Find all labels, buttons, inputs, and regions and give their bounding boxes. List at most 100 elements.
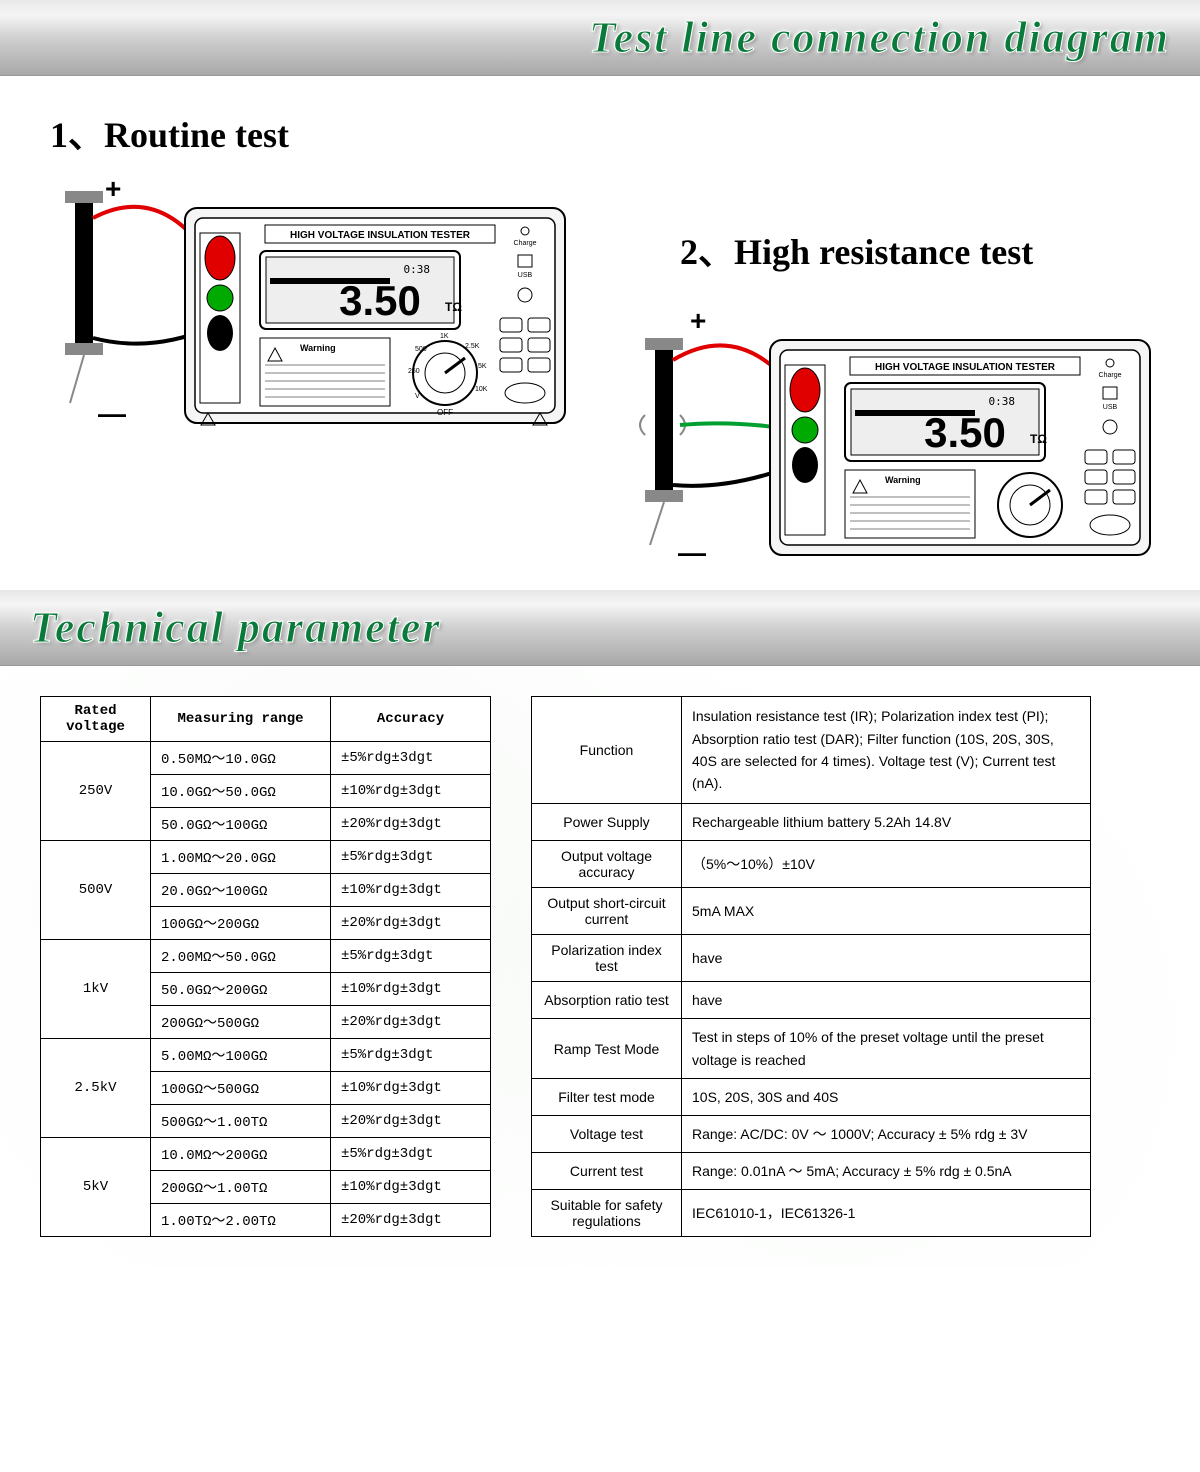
page-title-1: Test line connection diagram — [589, 13, 1170, 62]
range-cell: 20.0GΩ～100GΩ — [151, 874, 331, 907]
specs-table-1: Rated voltageMeasuring rangeAccuracy 250V… — [40, 696, 491, 1237]
param-value: IEC61010-1，IEC61326-1 — [682, 1189, 1091, 1236]
param-value: have — [682, 934, 1091, 981]
svg-text:Warning: Warning — [885, 475, 921, 485]
svg-text:TΩ: TΩ — [445, 300, 462, 314]
range-cell: 50.0GΩ～200GΩ — [151, 973, 331, 1006]
accuracy-cell: ±5%rdg±3dgt — [331, 1039, 491, 1072]
param-label: Polarization index test — [532, 934, 682, 981]
accuracy-cell: ±10%rdg±3dgt — [331, 973, 491, 1006]
svg-text:+: + — [105, 173, 121, 204]
device-diagram-1: + — HIGH VOLTAGE INSULATION TESTER — [50, 173, 590, 433]
range-cell: 200GΩ～500GΩ — [151, 1006, 331, 1039]
range-cell: 100GΩ～200GΩ — [151, 907, 331, 940]
table-row: Power SupplyRechargeable lithium battery… — [532, 804, 1091, 841]
accuracy-cell: ±5%rdg±3dgt — [331, 1138, 491, 1171]
range-cell: 1.00MΩ～20.0GΩ — [151, 841, 331, 874]
param-label: Output short-circuit current — [532, 887, 682, 934]
svg-text:5K: 5K — [478, 363, 487, 370]
page-title-2: Technical parameter — [30, 603, 442, 652]
svg-text:OFF: OFF — [437, 408, 453, 417]
accuracy-cell: ±10%rdg±3dgt — [331, 1072, 491, 1105]
param-label: Absorption ratio test — [532, 981, 682, 1018]
svg-text:USB: USB — [518, 272, 533, 279]
param-value: Insulation resistance test (IR); Polariz… — [682, 697, 1091, 804]
table-row: Voltage testRange: AC/DC: 0V ～ 1000V; Ac… — [532, 1116, 1091, 1153]
param-label: Ramp Test Mode — [532, 1018, 682, 1078]
svg-text:—: — — [678, 537, 706, 568]
diagram-section: 1、Routine test + — — [0, 76, 1200, 590]
range-cell: 50.0GΩ～100GΩ — [151, 808, 331, 841]
param-label: Current test — [532, 1153, 682, 1190]
svg-text:1K: 1K — [440, 333, 449, 340]
voltage-cell: 1kV — [41, 940, 151, 1039]
svg-text:3.50: 3.50 — [924, 409, 1006, 456]
param-value: have — [682, 981, 1091, 1018]
device-diagram-2: + — HIGH VOLT — [620, 290, 1180, 570]
svg-text:Warning: Warning — [300, 343, 336, 353]
svg-text:2.5K: 2.5K — [465, 343, 480, 350]
table-row: 1kV2.00MΩ～50.0GΩ±5%rdg±3dgt — [41, 940, 491, 973]
accuracy-cell: ±10%rdg±3dgt — [331, 1171, 491, 1204]
table-header: Rated voltage — [41, 697, 151, 742]
table-row: 500V1.00MΩ～20.0GΩ±5%rdg±3dgt — [41, 841, 491, 874]
param-value: （5%～10%）±10V — [682, 841, 1091, 888]
table-row: 5kV10.0MΩ～200GΩ±5%rdg±3dgt — [41, 1138, 491, 1171]
header-band-1: Test line connection diagram — [0, 0, 1200, 76]
table-row: Output short-circuit current5mA MAX — [532, 887, 1091, 934]
param-value: Range: 0.01nA ～ 5mA; Accuracy ± 5% rdg ±… — [682, 1153, 1091, 1190]
param-value: Rechargeable lithium battery 5.2Ah 14.8V — [682, 804, 1091, 841]
range-cell: 1.00TΩ～2.00TΩ — [151, 1204, 331, 1237]
accuracy-cell: ±5%rdg±3dgt — [331, 940, 491, 973]
range-cell: 500GΩ～1.00TΩ — [151, 1105, 331, 1138]
range-cell: 0.50MΩ～10.0GΩ — [151, 742, 331, 775]
svg-text:USB: USB — [1103, 404, 1118, 411]
svg-text:TΩ: TΩ — [1030, 432, 1047, 446]
accuracy-cell: ±20%rdg±3dgt — [331, 1105, 491, 1138]
range-cell: 100GΩ～500GΩ — [151, 1072, 331, 1105]
param-value: Test in steps of 10% of the preset volta… — [682, 1018, 1091, 1078]
section1-heading: 1、Routine test — [50, 106, 1150, 158]
table-row: FunctionInsulation resistance test (IR);… — [532, 697, 1091, 804]
accuracy-cell: ±5%rdg±3dgt — [331, 742, 491, 775]
range-cell: 5.00MΩ～100GΩ — [151, 1039, 331, 1072]
param-label: Power Supply — [532, 804, 682, 841]
param-label: Suitable for safety regulations — [532, 1189, 682, 1236]
table-row: Suitable for safety regulationsIEC61010-… — [532, 1189, 1091, 1236]
tables-section: Rated voltageMeasuring rangeAccuracy 250V… — [0, 666, 1200, 1267]
accuracy-cell: ±10%rdg±3dgt — [331, 775, 491, 808]
svg-text:+: + — [690, 305, 706, 336]
table-row: Ramp Test ModeTest in steps of 10% of th… — [532, 1018, 1091, 1078]
accuracy-cell: ±5%rdg±3dgt — [331, 841, 491, 874]
table-header: Accuracy — [331, 697, 491, 742]
voltage-cell: 500V — [41, 841, 151, 940]
voltage-cell: 5kV — [41, 1138, 151, 1237]
range-cell: 2.00MΩ～50.0GΩ — [151, 940, 331, 973]
voltage-cell: 250V — [41, 742, 151, 841]
svg-text:Charge: Charge — [514, 240, 537, 247]
accuracy-cell: ±10%rdg±3dgt — [331, 874, 491, 907]
svg-text:0:38: 0:38 — [404, 263, 431, 276]
table-row: Output voltage accuracy（5%～10%）±10V — [532, 841, 1091, 888]
svg-text:250: 250 — [408, 368, 420, 375]
specs-table-2: FunctionInsulation resistance test (IR);… — [531, 696, 1091, 1237]
accuracy-cell: ±20%rdg±3dgt — [331, 1006, 491, 1039]
svg-text:HIGH VOLTAGE INSULATION TESTER: HIGH VOLTAGE INSULATION TESTER — [875, 362, 1056, 373]
range-cell: 200GΩ～1.00TΩ — [151, 1171, 331, 1204]
header-band-2: Technical parameter — [0, 590, 1200, 666]
accuracy-cell: ±20%rdg±3dgt — [331, 907, 491, 940]
svg-text:Charge: Charge — [1099, 372, 1122, 379]
param-label: Output voltage accuracy — [532, 841, 682, 888]
param-label: Function — [532, 697, 682, 804]
svg-text:10K: 10K — [475, 386, 488, 393]
svg-text:V: V — [415, 393, 420, 400]
range-cell: 10.0GΩ～50.0GΩ — [151, 775, 331, 808]
table-row: Current testRange: 0.01nA ～ 5mA; Accurac… — [532, 1153, 1091, 1190]
accuracy-cell: ±20%rdg±3dgt — [331, 808, 491, 841]
routine-test-diagram: + — HIGH VOLTAGE INSULATION TESTER — [50, 173, 590, 433]
svg-text:HIGH VOLTAGE INSULATION TESTER: HIGH VOLTAGE INSULATION TESTER — [290, 230, 471, 241]
svg-text:500: 500 — [415, 346, 427, 353]
table-row: Absorption ratio testhave — [532, 981, 1091, 1018]
table-header: Measuring range — [151, 697, 331, 742]
table-row: Filter test mode10S, 20S, 30S and 40S — [532, 1079, 1091, 1116]
